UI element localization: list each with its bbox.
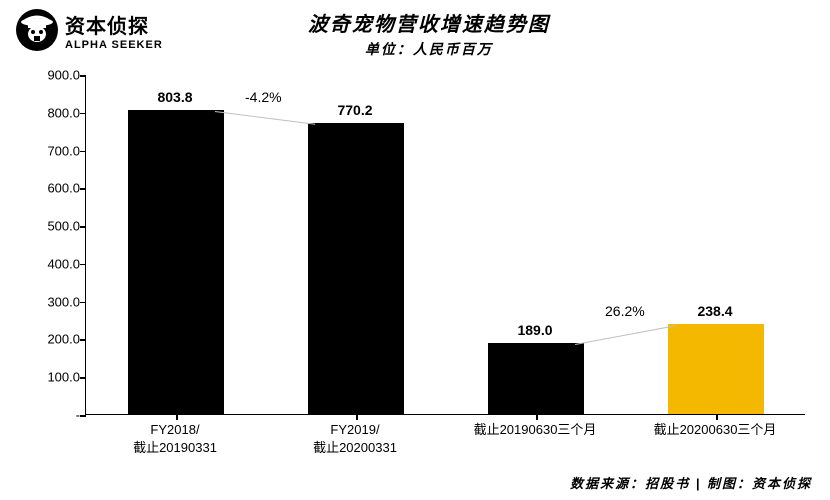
- x-axis-label: FY2018/截止20190331: [90, 421, 260, 457]
- y-axis-label: 700.0: [35, 143, 80, 158]
- y-axis-label: 900.0: [35, 68, 80, 83]
- x-tick: [176, 414, 178, 420]
- y-tick: [80, 264, 86, 266]
- bar: [128, 110, 224, 414]
- growth-label: 26.2%: [605, 303, 645, 319]
- source-attribution: 数据来源：招股书 | 制图：资本侦探: [570, 473, 812, 492]
- y-axis-label: 300.0: [35, 294, 80, 309]
- y-tick: [80, 226, 86, 228]
- bar-value-label: 238.4: [697, 303, 732, 319]
- growth-label: -4.2%: [245, 89, 282, 105]
- y-tick: [80, 339, 86, 341]
- y-tick: [80, 415, 86, 417]
- y-tick: [80, 377, 86, 379]
- y-axis-label: 600.0: [35, 181, 80, 196]
- y-axis-label: 400.0: [35, 256, 80, 271]
- bar: [668, 324, 764, 414]
- header: 资本侦探 ALPHA SEEKER 波奇宠物营收增速趋势图 单位：人民币百万: [0, 0, 830, 59]
- plot-area: [85, 75, 805, 415]
- y-axis-label: 200.0: [35, 332, 80, 347]
- bar-value-label: 770.2: [337, 102, 372, 118]
- x-axis-label: 截止20200630三个月: [630, 421, 800, 439]
- chart-subtitle: 单位：人民币百万: [43, 39, 815, 59]
- y-axis-label: 800.0: [35, 105, 80, 120]
- bar-value-label: 803.8: [157, 89, 192, 105]
- x-tick: [356, 414, 358, 420]
- bar: [308, 123, 404, 414]
- bar: [488, 343, 584, 414]
- chart-title: 波奇宠物营收增速趋势图: [43, 8, 815, 37]
- y-tick: [80, 113, 86, 115]
- y-tick: [80, 188, 86, 190]
- y-axis-label: -: [35, 408, 80, 423]
- x-axis-label: FY2019/截止20200331: [270, 421, 440, 457]
- y-tick: [80, 75, 86, 77]
- x-tick: [716, 414, 718, 420]
- x-tick: [536, 414, 538, 420]
- y-axis-label: 500.0: [35, 219, 80, 234]
- revenue-chart: - 100.0 200.0 300.0 400.0 500.0 600.0 700.0 800.…: [30, 75, 810, 455]
- y-tick: [80, 302, 86, 304]
- y-tick: [80, 151, 86, 153]
- x-axis-label: 截止20190630三个月: [450, 421, 620, 439]
- bar-value-label: 189.0: [517, 322, 552, 338]
- y-axis-label: 100.0: [35, 370, 80, 385]
